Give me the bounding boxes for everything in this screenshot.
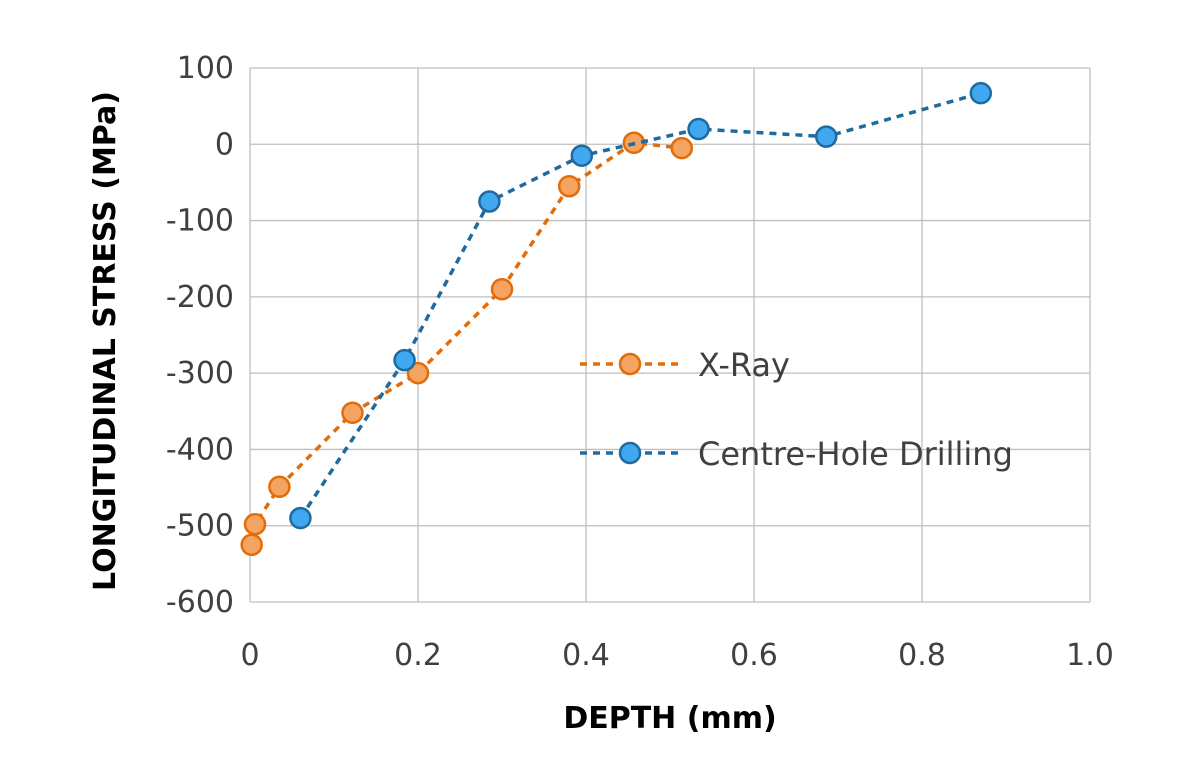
legend: X-Ray Centre-Hole Drilling	[580, 346, 1013, 473]
data-point	[393, 348, 416, 372]
data-point	[268, 475, 291, 499]
y-tick-label: -500	[166, 509, 234, 544]
legend-item: X-Ray	[580, 346, 790, 384]
legend-marker	[618, 441, 642, 465]
data-point	[240, 533, 263, 557]
y-tick-label: -400	[166, 432, 234, 467]
y-tick-label: -200	[166, 280, 234, 315]
data-point	[969, 81, 993, 105]
data-point	[687, 117, 710, 141]
legend-label: X-Ray	[698, 346, 790, 384]
y-tick-label: -600	[166, 585, 234, 620]
legend-marker	[618, 352, 642, 376]
y-tick-label: 0	[215, 127, 234, 162]
data-point	[478, 190, 501, 213]
y-axis-title: LONGITUDINAL STRESS (MPa)	[88, 91, 123, 591]
legend-label: Centre-Hole Drilling	[698, 435, 1013, 473]
x-tick-label: 0.8	[898, 638, 946, 673]
series-0	[240, 131, 694, 557]
data-point	[243, 512, 267, 536]
x-tick-label: 0.2	[394, 638, 442, 673]
y-tick-label: -100	[166, 204, 234, 239]
y-tick-label: -300	[166, 356, 234, 391]
data-point	[814, 125, 838, 148]
series-layer	[240, 81, 993, 557]
data-point	[289, 506, 312, 530]
data-point	[670, 136, 694, 160]
x-tick-label: 1.0	[1066, 638, 1114, 673]
data-point	[406, 361, 430, 385]
x-tick-label: 0.6	[730, 638, 778, 673]
y-tick-label: 100	[177, 51, 234, 86]
x-axis-title: DEPTH (mm)	[563, 701, 776, 736]
data-point	[490, 277, 514, 301]
series-1	[289, 81, 993, 530]
series-line	[249, 140, 682, 546]
legend-item: Centre-Hole Drilling	[580, 435, 1013, 473]
x-tick-label: 0.4	[562, 638, 610, 673]
x-tick-label: 0	[240, 638, 259, 673]
data-point	[557, 174, 581, 198]
data-point	[570, 144, 594, 167]
data-point	[341, 401, 364, 425]
